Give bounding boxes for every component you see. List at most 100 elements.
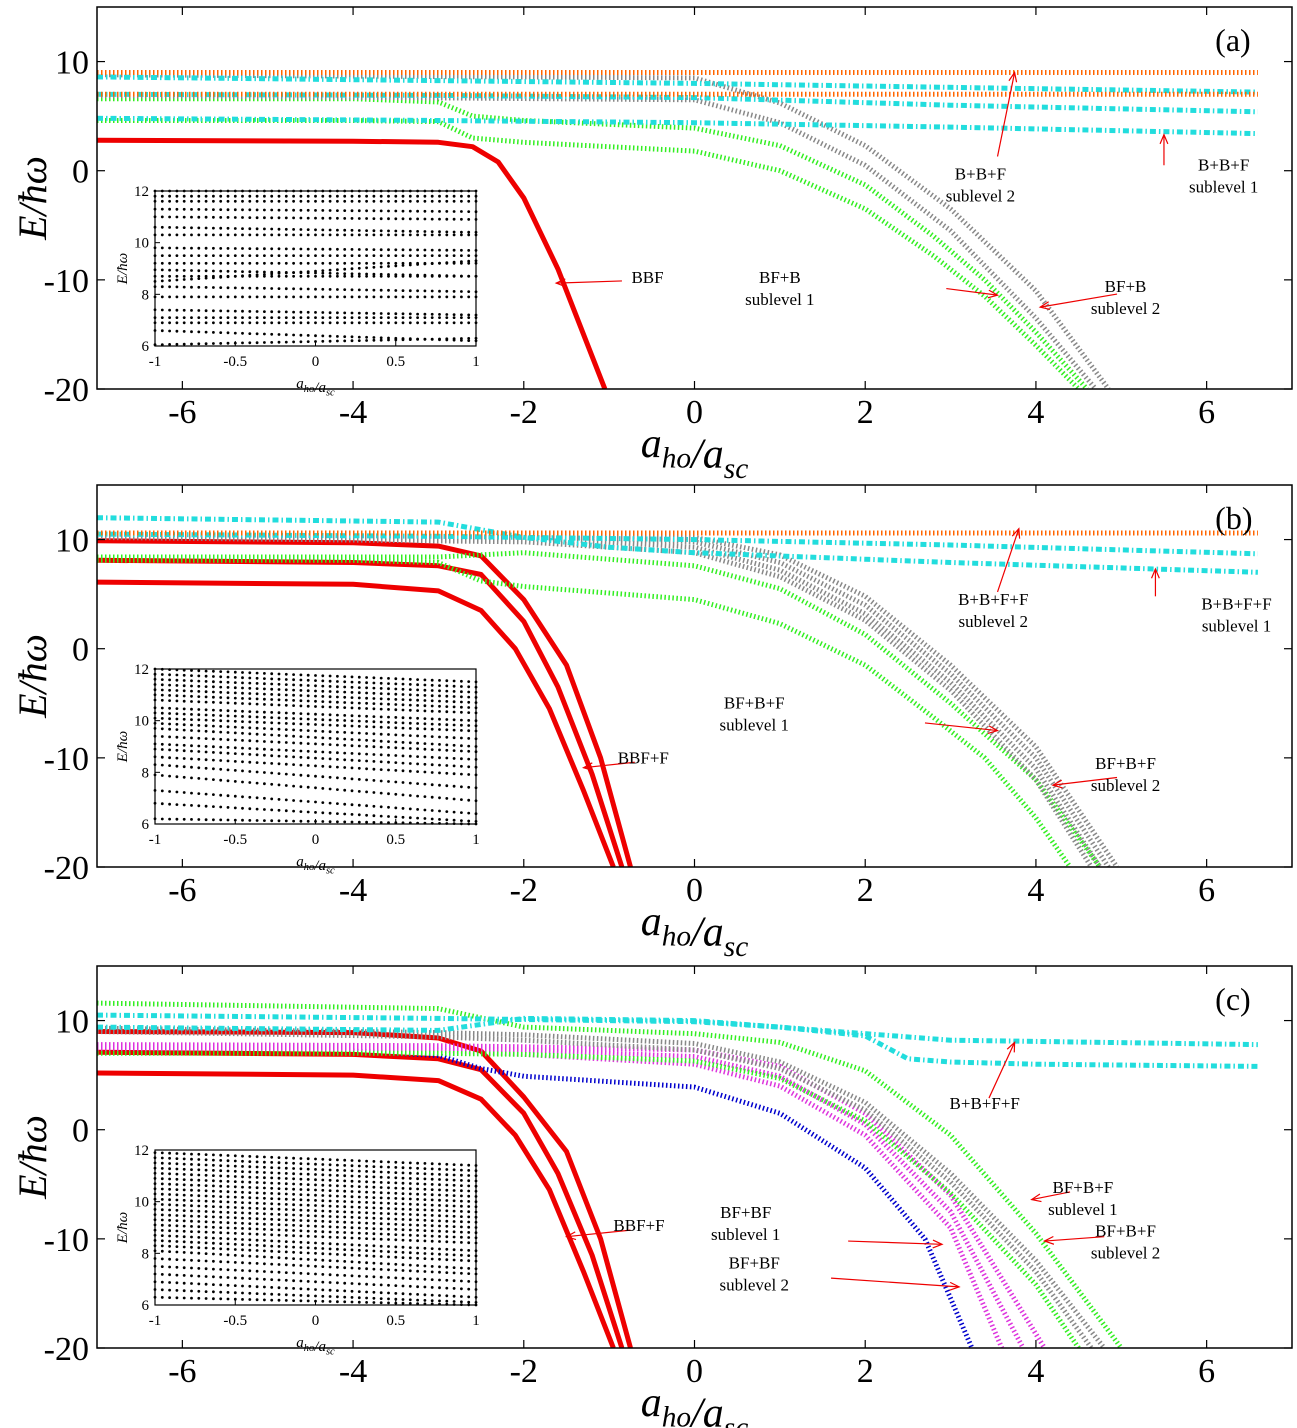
inset-point (241, 321, 244, 325)
inset-point (445, 735, 449, 739)
inset-point (350, 701, 354, 705)
inset-point (343, 335, 347, 338)
x-tick-label: 2 (857, 394, 874, 431)
inset-point (379, 316, 383, 319)
inset-point (343, 311, 347, 315)
inset-point (168, 774, 172, 778)
inset-point (357, 194, 361, 198)
inset-point (430, 1247, 434, 1250)
inset-point (336, 1163, 339, 1167)
inset-point (438, 261, 441, 265)
inset-point (197, 804, 201, 808)
inset-point (168, 1208, 172, 1212)
inset-point (219, 1226, 223, 1229)
inset-point (423, 821, 427, 825)
inset-point (212, 778, 215, 781)
inset-point (365, 1244, 368, 1247)
inset-point (343, 737, 347, 741)
inset-point (438, 1235, 441, 1238)
inset-point (430, 683, 434, 687)
inset-point (160, 1198, 164, 1201)
inset-point (219, 316, 223, 319)
inset-point (350, 1226, 354, 1230)
inset-point (328, 757, 332, 761)
inset-point (467, 798, 471, 802)
inset-point (336, 788, 339, 791)
inset-point (321, 339, 325, 343)
inset-point (372, 715, 376, 718)
inset-point (175, 803, 179, 806)
inset-point (408, 261, 412, 265)
inset-point (241, 1261, 244, 1265)
inset-point (182, 1198, 186, 1202)
inset-point (452, 743, 456, 747)
inset-point (153, 742, 157, 746)
x-axis-label: aho/asc (641, 1380, 749, 1428)
inset-point (292, 274, 295, 278)
inset-point (445, 723, 449, 727)
inset-point (241, 233, 244, 237)
inset-point (160, 321, 164, 325)
inset-point (168, 1265, 172, 1269)
inset-point (284, 287, 288, 291)
inset-point (336, 247, 339, 251)
inset-point (175, 199, 179, 203)
inset-point (248, 1254, 252, 1258)
inset-point (204, 1179, 208, 1182)
inset-point (212, 708, 215, 712)
inset-point (394, 199, 398, 203)
annotation-arrowhead (1042, 1235, 1055, 1245)
inset-point (445, 1183, 449, 1187)
inset-point (438, 684, 441, 687)
inset-point (153, 683, 157, 686)
inset-point (460, 705, 463, 709)
inset-point (277, 672, 281, 676)
inset-point (401, 233, 405, 237)
inset-point (299, 735, 303, 738)
inset-point (168, 1250, 172, 1253)
inset-point (306, 247, 310, 251)
inset-point (263, 295, 266, 299)
inset-point (343, 1236, 347, 1240)
inset-y-tick-label: 10 (134, 714, 149, 730)
inset-point (408, 194, 412, 198)
inset-point (343, 685, 347, 689)
inset-point (226, 1200, 230, 1204)
inset-point (416, 1177, 419, 1181)
inset-point (226, 1237, 230, 1241)
inset-point (233, 199, 237, 203)
inset-point (160, 774, 164, 777)
inset-point (197, 1282, 201, 1286)
inset-y-tick-label: 6 (142, 817, 150, 833)
inset-point (226, 1185, 230, 1188)
inset-point (212, 818, 215, 822)
inset-y-tick-label: 12 (134, 184, 149, 200)
inset-point (241, 686, 244, 690)
inset-point (365, 321, 368, 325)
inset-point (387, 821, 390, 824)
inset-point (343, 1266, 347, 1270)
inset-point (277, 316, 281, 319)
inset-point (314, 1224, 317, 1228)
inset-point (160, 1151, 164, 1155)
inset-point (467, 316, 471, 319)
inset-point (212, 189, 215, 193)
inset-point (408, 794, 412, 797)
inset-point (219, 680, 223, 684)
inset-point (445, 679, 449, 683)
inset-point (153, 261, 157, 265)
inset-point (350, 714, 354, 718)
inset-point (212, 719, 215, 722)
inset-point (284, 741, 288, 744)
inset-point (452, 1173, 456, 1177)
inset-point (160, 225, 164, 229)
inset-point (343, 1179, 347, 1183)
inset-x-tick-label: -0.5 (223, 832, 247, 848)
inset-point (306, 216, 310, 220)
inset-y-axis-label: E/ħω (115, 1212, 131, 1244)
inset-point (321, 718, 325, 722)
inset-point (430, 194, 434, 198)
inset-point (175, 226, 179, 229)
inset-point (284, 1172, 288, 1175)
inset-point (197, 729, 201, 733)
